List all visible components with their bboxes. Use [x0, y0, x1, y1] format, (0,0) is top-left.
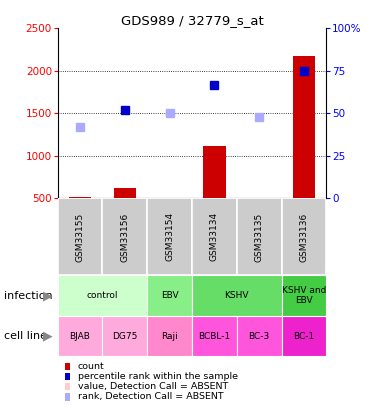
Bar — [248, 198, 270, 241]
Bar — [69, 197, 91, 241]
Text: cell line: cell line — [4, 331, 47, 341]
Text: ▶: ▶ — [43, 330, 53, 343]
Text: GSM33136: GSM33136 — [299, 212, 309, 262]
Bar — [203, 146, 226, 241]
Text: GSM33134: GSM33134 — [210, 212, 219, 262]
Bar — [293, 56, 315, 241]
Text: percentile rank within the sample: percentile rank within the sample — [78, 372, 238, 381]
Bar — [147, 198, 192, 275]
Text: GSM33156: GSM33156 — [120, 212, 129, 262]
Bar — [237, 316, 282, 356]
Bar — [282, 316, 326, 356]
Bar — [114, 188, 136, 241]
Text: Raji: Raji — [161, 332, 178, 341]
Bar — [282, 275, 326, 316]
Text: KSHV and
EBV: KSHV and EBV — [282, 286, 326, 305]
Text: EBV: EBV — [161, 291, 178, 300]
Text: GSM33155: GSM33155 — [75, 212, 85, 262]
Bar — [102, 198, 147, 275]
Text: ▶: ▶ — [43, 289, 53, 302]
Bar — [282, 198, 326, 275]
Bar — [192, 275, 282, 316]
Bar — [192, 198, 237, 275]
Text: KSHV: KSHV — [224, 291, 249, 300]
Bar — [237, 198, 282, 275]
Text: BC-1: BC-1 — [293, 332, 315, 341]
Text: GSM33135: GSM33135 — [255, 212, 264, 262]
Text: BC-3: BC-3 — [249, 332, 270, 341]
Bar — [102, 316, 147, 356]
Bar — [58, 275, 147, 316]
Text: control: control — [86, 291, 118, 300]
Bar — [158, 199, 181, 241]
Text: value, Detection Call = ABSENT: value, Detection Call = ABSENT — [78, 382, 228, 391]
Bar — [147, 316, 192, 356]
Text: GSM33154: GSM33154 — [165, 212, 174, 262]
Text: rank, Detection Call = ABSENT: rank, Detection Call = ABSENT — [78, 392, 224, 401]
Bar — [147, 275, 192, 316]
Text: BCBL-1: BCBL-1 — [198, 332, 230, 341]
Text: count: count — [78, 362, 105, 371]
Text: infection: infection — [4, 291, 52, 301]
Bar — [192, 316, 237, 356]
Text: BJAB: BJAB — [69, 332, 91, 341]
Title: GDS989 / 32779_s_at: GDS989 / 32779_s_at — [121, 14, 263, 27]
Bar — [58, 316, 102, 356]
Text: DG75: DG75 — [112, 332, 137, 341]
Bar — [58, 198, 102, 275]
